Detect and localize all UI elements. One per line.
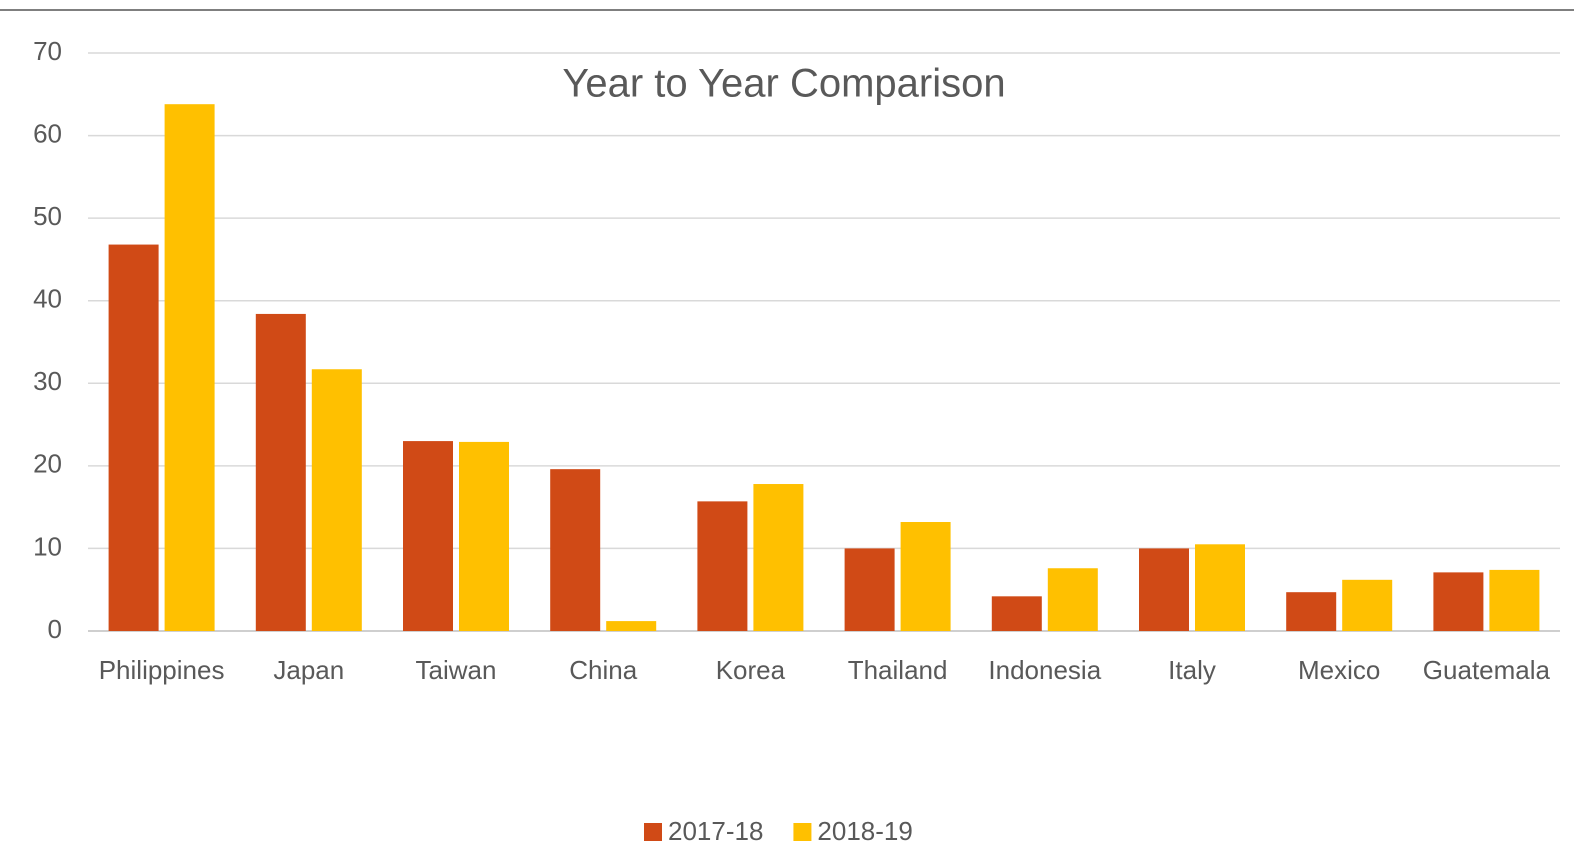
y-tick-label: 40 bbox=[33, 284, 62, 314]
chart: Year to Year Comparison 0 10 20 30 40 50 60 70 P… bbox=[0, 0, 1574, 848]
x-tick-label: Thailand bbox=[848, 655, 948, 685]
bar bbox=[753, 484, 803, 631]
x-tick-label: Mexico bbox=[1298, 655, 1380, 685]
bar bbox=[1286, 592, 1336, 631]
bar bbox=[992, 596, 1042, 631]
bar bbox=[459, 442, 509, 631]
legend-swatch bbox=[793, 823, 811, 841]
bar bbox=[550, 469, 600, 631]
bar bbox=[312, 369, 362, 631]
bar bbox=[845, 548, 895, 631]
x-tick-label: Japan bbox=[273, 655, 344, 685]
y-tick-label: 70 bbox=[33, 36, 62, 66]
y-tick-label: 50 bbox=[33, 201, 62, 231]
y-tick-label: 0 bbox=[48, 614, 62, 644]
chart-title: Year to Year Comparison bbox=[562, 62, 1005, 106]
y-tick-label: 20 bbox=[33, 449, 62, 479]
x-tick-label: Italy bbox=[1168, 655, 1216, 685]
legend-label: 2017-18 bbox=[668, 816, 763, 846]
bar bbox=[1195, 544, 1245, 631]
bar bbox=[1489, 570, 1539, 631]
bar bbox=[256, 314, 306, 631]
page: {"chart_data": {"type": "bar", "title": … bbox=[0, 0, 1574, 848]
bar bbox=[1048, 568, 1098, 631]
bar bbox=[109, 245, 159, 631]
x-tick-label: Indonesia bbox=[988, 655, 1101, 685]
x-tick-label: Taiwan bbox=[416, 655, 497, 685]
x-tick-label: China bbox=[569, 655, 637, 685]
y-tick-label: 10 bbox=[33, 531, 62, 561]
x-tick-label: Guatemala bbox=[1423, 655, 1551, 685]
bar bbox=[1139, 548, 1189, 631]
y-tick-label: 30 bbox=[33, 366, 62, 396]
bar bbox=[697, 501, 747, 631]
x-tick-label: Korea bbox=[716, 655, 786, 685]
legend-label: 2018-19 bbox=[817, 816, 912, 846]
bar bbox=[606, 621, 656, 631]
bar bbox=[1433, 572, 1483, 631]
bar bbox=[165, 104, 215, 631]
legend-swatch bbox=[644, 823, 662, 841]
bar bbox=[901, 522, 951, 631]
bar bbox=[403, 441, 453, 631]
y-tick-label: 60 bbox=[33, 118, 62, 148]
x-tick-label: Philippines bbox=[99, 655, 225, 685]
bar bbox=[1342, 580, 1392, 631]
